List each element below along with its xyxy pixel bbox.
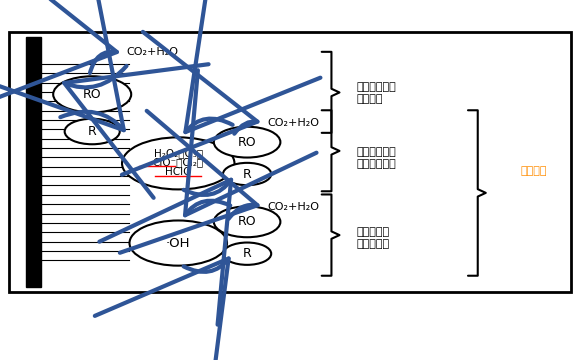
Text: CO₂+H₂O: CO₂+H₂O [267,118,319,128]
FancyArrowPatch shape [0,0,117,104]
Text: RO: RO [238,136,256,149]
Text: ·OH: ·OH [166,237,190,249]
Text: R: R [243,247,252,260]
Text: 间接氧化: 间接氧化 [520,166,547,176]
FancyArrowPatch shape [122,32,257,175]
Text: R: R [88,125,96,138]
Circle shape [214,206,280,237]
FancyArrowPatch shape [99,180,231,325]
Circle shape [223,163,271,185]
FancyArrowPatch shape [64,64,208,198]
Text: CO₂+H₂O: CO₂+H₂O [267,202,319,212]
Text: 羟基自由基
的氧化作用: 羟基自由基 的氧化作用 [356,227,389,248]
Circle shape [129,220,227,266]
Circle shape [65,119,120,144]
FancyBboxPatch shape [26,37,40,287]
FancyArrowPatch shape [95,258,228,360]
Circle shape [122,138,234,189]
Circle shape [53,76,131,112]
Circle shape [223,243,271,265]
Text: 发生电子转移
直接氧化: 发生电子转移 直接氧化 [356,82,396,104]
Text: RO: RO [238,215,256,228]
FancyArrowPatch shape [120,111,257,253]
Text: CO₂+H₂O: CO₂+H₂O [126,47,179,57]
Text: 强氧化物性物
质的氧化作用: 强氧化物性物 质的氧化作用 [356,147,396,169]
Text: R: R [243,167,252,180]
FancyArrowPatch shape [0,0,124,130]
Text: HClO: HClO [165,167,192,177]
Text: H₂O₂、O₃、: H₂O₂、O₃、 [153,148,203,158]
FancyArrowPatch shape [185,0,320,132]
Text: RO: RO [83,88,102,101]
Text: ClO⁻、Cl₂、: ClO⁻、Cl₂、 [153,157,204,167]
FancyArrowPatch shape [185,70,317,215]
Circle shape [214,127,280,158]
